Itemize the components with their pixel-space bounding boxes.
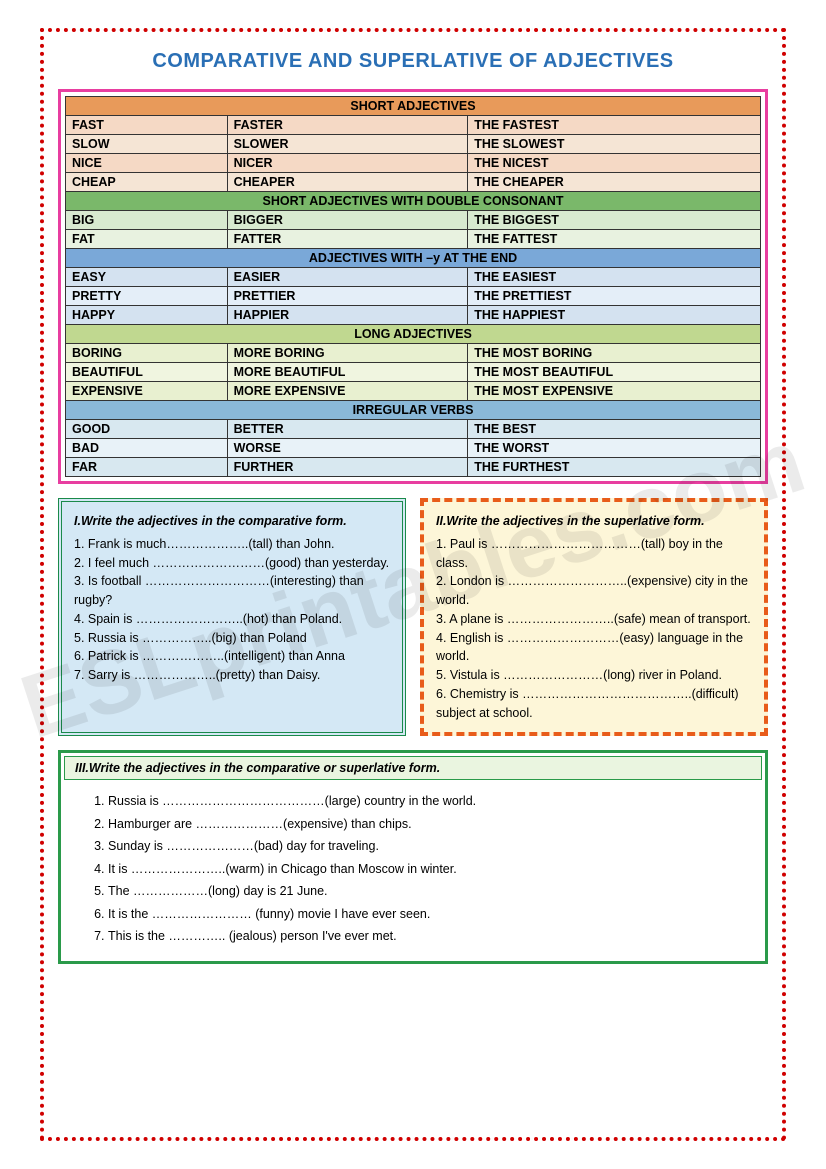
table-row: BORINGMORE BORINGTHE MOST BORING: [66, 344, 761, 363]
table-row: FATFATTERTHE FATTEST: [66, 230, 761, 249]
table-cell: THE BIGGEST: [468, 211, 761, 230]
table-cell: BORING: [66, 344, 228, 363]
table-row: SLOWSLOWERTHE SLOWEST: [66, 135, 761, 154]
section-header: SHORT ADJECTIVES WITH DOUBLE CONSONANT: [66, 192, 761, 211]
table-cell: FAST: [66, 116, 228, 135]
exercise-item: 1. Frank is much………………..(tall) than John…: [74, 535, 390, 554]
exercise-item: 2. London is ………………………..(expensive) city…: [436, 572, 752, 610]
table-cell: NICER: [227, 154, 468, 173]
section-header: LONG ADJECTIVES: [66, 325, 761, 344]
exercise-3-box: III.Write the adjectives in the comparat…: [58, 750, 768, 964]
exercise-item: 5. Vistula is ……………………(long) river in Po…: [436, 666, 752, 685]
table-cell: FASTER: [227, 116, 468, 135]
section-header: SHORT ADJECTIVES: [66, 97, 761, 116]
table-cell: THE BEST: [468, 420, 761, 439]
table-row: EASYEASIERTHE EASIEST: [66, 268, 761, 287]
table-cell: BEAUTIFUL: [66, 363, 228, 382]
table-cell: PRETTY: [66, 287, 228, 306]
table-cell: BAD: [66, 439, 228, 458]
exercise-item: 4. English is ………………………(easy) language i…: [436, 629, 752, 667]
exercise-item: The ………………(long) day is 21 June.: [108, 880, 746, 903]
exercise-2-box: II.Write the adjectives in the superlati…: [420, 498, 768, 736]
table-cell: THE HAPPIEST: [468, 306, 761, 325]
exercise-2-title: II.Write the adjectives in the superlati…: [436, 512, 752, 531]
exercise-item: Russia is …………………………………(large) country i…: [108, 790, 746, 813]
page-title: COMPARATIVE AND SUPERLATIVE OF ADJECTIVE…: [58, 50, 768, 73]
table-cell: THE PRETTIEST: [468, 287, 761, 306]
table-cell: EASIER: [227, 268, 468, 287]
exercise-item: 2. I feel much ………………………(good) than yest…: [74, 554, 390, 573]
exercise-3-title: III.Write the adjectives in the comparat…: [64, 756, 762, 780]
table-row: BADWORSETHE WORST: [66, 439, 761, 458]
exercise-item: 6. Chemistry is …………………………………..(difficul…: [436, 685, 752, 723]
table-cell: SLOW: [66, 135, 228, 154]
table-cell: EASY: [66, 268, 228, 287]
table-cell: THE MOST BEAUTIFUL: [468, 363, 761, 382]
table-row: BEAUTIFULMORE BEAUTIFULTHE MOST BEAUTIFU…: [66, 363, 761, 382]
exercise-item: Hamburger are …………………(expensive) than ch…: [108, 813, 746, 836]
table-cell: CHEAPER: [227, 173, 468, 192]
table-cell: EXPENSIVE: [66, 382, 228, 401]
exercise-1-items: 1. Frank is much………………..(tall) than John…: [74, 535, 390, 685]
exercise-item: 3. A plane is ……………………..(safe) mean of t…: [436, 610, 752, 629]
exercises-row: I.Write the adjectives in the comparativ…: [58, 498, 768, 736]
table-cell: THE NICEST: [468, 154, 761, 173]
table-cell: THE WORST: [468, 439, 761, 458]
table-cell: HAPPY: [66, 306, 228, 325]
table-row: FARFURTHERTHE FURTHEST: [66, 458, 761, 477]
exercise-item: 1. Paul is ………………………………(tall) boy in the…: [436, 535, 752, 573]
exercise-item: This is the ………….. (jealous) person I've…: [108, 925, 746, 948]
table-row: CHEAPCHEAPERTHE CHEAPER: [66, 173, 761, 192]
table-cell: FATTER: [227, 230, 468, 249]
table-cell: BETTER: [227, 420, 468, 439]
table-row: BIGBIGGERTHE BIGGEST: [66, 211, 761, 230]
table-cell: THE FURTHEST: [468, 458, 761, 477]
table-cell: MORE BORING: [227, 344, 468, 363]
table-row: NICENICERTHE NICEST: [66, 154, 761, 173]
table-cell: THE FASTEST: [468, 116, 761, 135]
table-cell: THE SLOWEST: [468, 135, 761, 154]
exercise-item: 4. Spain is ……………………..(hot) than Poland.: [74, 610, 390, 629]
exercise-2-items: 1. Paul is ………………………………(tall) boy in the…: [436, 535, 752, 723]
table-cell: THE CHEAPER: [468, 173, 761, 192]
table-cell: MORE BEAUTIFUL: [227, 363, 468, 382]
table-row: FASTFASTERTHE FASTEST: [66, 116, 761, 135]
table-cell: THE MOST EXPENSIVE: [468, 382, 761, 401]
table-row: EXPENSIVEMORE EXPENSIVETHE MOST EXPENSIV…: [66, 382, 761, 401]
table-cell: BIGGER: [227, 211, 468, 230]
exercise-item: 7. Sarry is ………………..(pretty) than Daisy.: [74, 666, 390, 685]
table-cell: THE MOST BORING: [468, 344, 761, 363]
table-cell: BIG: [66, 211, 228, 230]
table-row: HAPPYHAPPIERTHE HAPPIEST: [66, 306, 761, 325]
table-cell: WORSE: [227, 439, 468, 458]
section-header: IRREGULAR VERBS: [66, 401, 761, 420]
table-row: PRETTYPRETTIERTHE PRETTIEST: [66, 287, 761, 306]
exercise-item: It is …………………..(warm) in Chicago than Mo…: [108, 858, 746, 881]
exercise-1-title: I.Write the adjectives in the comparativ…: [74, 512, 390, 531]
table-cell: MORE EXPENSIVE: [227, 382, 468, 401]
exercise-item: It is the …………………… (funny) movie I have …: [108, 903, 746, 926]
page-frame: COMPARATIVE AND SUPERLATIVE OF ADJECTIVE…: [40, 28, 786, 1141]
table-cell: THE EASIEST: [468, 268, 761, 287]
adjectives-table: SHORT ADJECTIVESFASTFASTERTHE FASTESTSLO…: [65, 96, 761, 477]
exercise-item: 5. Russia is ……………..(big) than Poland: [74, 629, 390, 648]
exercise-item: Sunday is …………………(bad) day for traveling…: [108, 835, 746, 858]
exercise-1-box: I.Write the adjectives in the comparativ…: [58, 498, 406, 736]
exercise-item: 6. Patrick is ………………..(intelligent) than…: [74, 647, 390, 666]
table-cell: NICE: [66, 154, 228, 173]
table-cell: FAT: [66, 230, 228, 249]
table-cell: GOOD: [66, 420, 228, 439]
table-cell: PRETTIER: [227, 287, 468, 306]
table-cell: CHEAP: [66, 173, 228, 192]
table-cell: FAR: [66, 458, 228, 477]
table-cell: THE FATTEST: [468, 230, 761, 249]
section-header: ADJECTIVES WITH –y AT THE END: [66, 249, 761, 268]
table-row: GOODBETTERTHE BEST: [66, 420, 761, 439]
exercise-3-body: Russia is …………………………………(large) country i…: [64, 780, 762, 958]
table-cell: HAPPIER: [227, 306, 468, 325]
exercise-item: 3. Is football …………………………(interesting) t…: [74, 572, 390, 610]
table-cell: FURTHER: [227, 458, 468, 477]
adjectives-table-container: SHORT ADJECTIVESFASTFASTERTHE FASTESTSLO…: [58, 89, 768, 484]
table-cell: SLOWER: [227, 135, 468, 154]
